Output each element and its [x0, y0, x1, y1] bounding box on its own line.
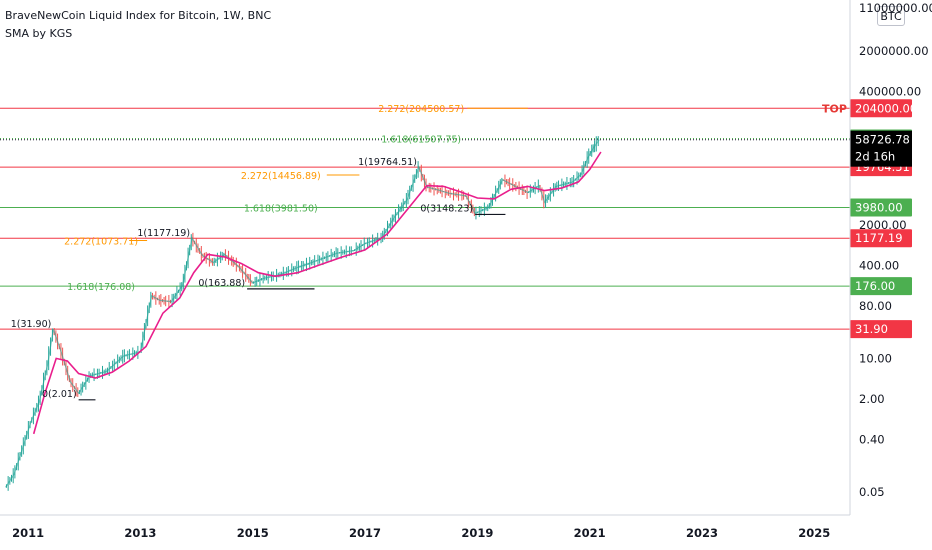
chart-title: BraveNewCoin Liquid Index for Bitcoin, 1… [5, 9, 272, 22]
fib-level-label: 1.618(3981.50) [244, 204, 318, 215]
y-tick-label: 400000.00 [859, 84, 921, 98]
top-label: TOP [822, 102, 847, 115]
fib-level-label: 1.618(176.08) [67, 282, 135, 293]
x-tick-label: 2019 [461, 526, 493, 540]
price-line-series [5, 139, 600, 488]
price-line-badge [850, 229, 912, 248]
price-line-value: 31.90 [855, 322, 888, 336]
price-line-badge [850, 320, 912, 339]
x-tick-label: 2015 [237, 526, 269, 540]
fib-anchor-label: 1(31.90) [11, 319, 52, 330]
y-tick-label: 80.00 [859, 299, 892, 313]
symbol-button[interactable]: BTC [877, 6, 905, 26]
price-line-badge [850, 198, 912, 217]
fib-level-label: 2.272(14456.89) [241, 171, 321, 182]
x-tick-label: 2011 [12, 526, 44, 540]
y-tick-label: 0.40 [859, 433, 885, 447]
fib-anchor-label: 1(19764.51) [358, 157, 417, 168]
fib-anchor-label: 0(2.01) [42, 389, 77, 400]
current-price-badge [850, 130, 912, 167]
y-tick-label: 2000.00 [859, 218, 907, 232]
price-line-value: 176.00 [855, 279, 895, 293]
y-tick-label: 400.00 [859, 258, 899, 272]
price-line-value: 204000.00 [855, 101, 917, 115]
x-tick-label: 2021 [574, 526, 606, 540]
current-price-value: 58726.78 [855, 133, 910, 147]
price-line-badge [850, 99, 912, 118]
x-tick-label: 2013 [124, 526, 156, 540]
price-line-value: 1177.19 [855, 231, 903, 245]
fib-level-label: 2.272(204500.57) [378, 104, 464, 115]
price-line-value: 3980.00 [855, 201, 903, 215]
bar-countdown: 2d 16h [855, 150, 895, 164]
y-tick-label: 2000000.00 [859, 44, 929, 58]
sma-line [32, 151, 602, 435]
x-tick-label: 2025 [798, 526, 830, 540]
fib-anchor-label: 0(3148.23) [420, 203, 473, 214]
price-line-badge [850, 277, 912, 296]
fib-anchor-label: 1(1177.19) [137, 228, 190, 239]
x-tick-label: 2017 [349, 526, 381, 540]
y-tick-label: 2.00 [859, 392, 885, 406]
x-tick-label: 2023 [686, 526, 718, 540]
y-tick-label: 10.00 [859, 351, 892, 365]
fib-anchor-label: 0(163.88) [198, 278, 245, 289]
y-tick-label: 11000000.00 [859, 1, 932, 15]
indicator-label[interactable]: SMA by KGS [5, 27, 73, 40]
fib-level-label: 2.272(1073.71) [64, 237, 138, 248]
fib-level-label: 1.618(61507.75) [381, 135, 461, 146]
y-tick-label: 0.05 [859, 485, 885, 499]
